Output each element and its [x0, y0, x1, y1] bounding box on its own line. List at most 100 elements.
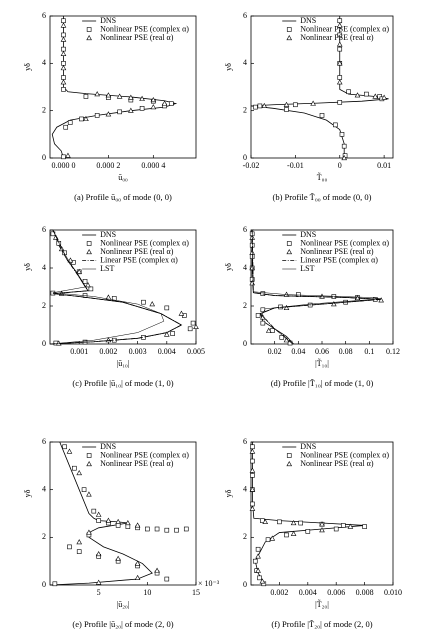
y-tick-label: 4 [243, 58, 247, 67]
x-axis-label: |ū₂₀| [117, 600, 130, 609]
marker [82, 278, 88, 284]
marker [252, 558, 258, 564]
legend-label: DNS [100, 230, 116, 239]
marker [154, 567, 160, 573]
marker [61, 87, 66, 92]
legend-label: Nonlinear PSE (complex α) [300, 238, 389, 247]
profile-line [51, 16, 178, 159]
marker [319, 521, 325, 527]
legend-symbol [286, 460, 293, 467]
marker [337, 32, 343, 38]
y-tick-label: 2 [243, 532, 247, 541]
x-tick-label: -0.02 [243, 161, 260, 170]
marker [255, 553, 261, 559]
marker [105, 111, 112, 117]
x-tick-label: 0 [338, 161, 342, 170]
marker [305, 529, 311, 534]
y-tick-label: 4 [243, 484, 247, 493]
marker [253, 104, 258, 110]
marker [96, 518, 101, 523]
marker [249, 505, 256, 511]
marker [190, 320, 196, 326]
marker [170, 331, 175, 336]
legend-symbol [86, 27, 92, 32]
x-axis-label: T̃₀₀ [317, 172, 328, 182]
profile-line [49, 229, 183, 345]
y-tick-label: 0 [42, 339, 46, 348]
marker [337, 100, 343, 105]
x-axis-label: |ū₁₀| [117, 359, 130, 368]
marker [81, 487, 87, 492]
marker [265, 327, 272, 333]
caption: (b) Profile T̃₀₀ of mode (0, 0) [272, 192, 371, 202]
legend-label: Nonlinear PSE (real α) [300, 247, 374, 256]
marker [249, 249, 255, 255]
marker [134, 522, 141, 528]
y-tick-label: 6 [243, 437, 247, 446]
marker [117, 109, 122, 115]
marker [249, 264, 255, 271]
y-tick-label: 0 [42, 153, 46, 162]
marker [333, 526, 339, 532]
panel: 0.000 0 0.000 2 0.000 4 0 2 4 6 ū₀₀ yδ (a) Profil… [23, 11, 197, 202]
plot-frame [49, 229, 197, 345]
marker [128, 107, 134, 113]
marker [95, 511, 102, 517]
marker [141, 299, 146, 305]
legend-symbol [286, 453, 292, 458]
legend-label: Nonlinear PSE (complex α) [100, 24, 189, 33]
marker [139, 106, 145, 111]
marker [249, 448, 256, 454]
y-axis-label: yδ [23, 63, 32, 71]
marker [164, 305, 170, 311]
legend-symbol [286, 27, 292, 32]
marker [61, 18, 66, 24]
legend-label: Nonlinear PSE (complex α) [300, 450, 389, 459]
marker [187, 326, 193, 332]
marker [61, 46, 66, 52]
x-tick-label: 0.01 [377, 161, 391, 170]
marker [319, 527, 325, 533]
marker [333, 122, 338, 128]
marker [164, 576, 170, 582]
legend-label: Linear PSE (complex α) [300, 255, 378, 264]
caption: (d) Profile |T̃₁₀| of mode (1, 0) [271, 378, 374, 388]
x-tick-label: 0.004 [299, 588, 317, 597]
legend-label: Nonlinear PSE (complex α) [100, 238, 189, 247]
profile-line [251, 229, 382, 345]
marker [346, 89, 351, 95]
x-tick-label: 0.04 [291, 347, 305, 356]
marker [265, 537, 271, 543]
y-tick-label: 6 [243, 225, 247, 234]
x-tick-label: 10 [143, 588, 151, 597]
marker [290, 520, 297, 526]
marker [250, 473, 255, 478]
marker [290, 530, 297, 536]
x-tick-label: 0.006 [327, 588, 345, 597]
marker [296, 292, 301, 297]
x-tick-label: 0.08 [339, 347, 353, 356]
y-tick-label: 6 [42, 437, 46, 446]
marker [336, 22, 343, 28]
x-tick-label: 0.001 [70, 347, 88, 356]
marker [250, 458, 255, 464]
marker [150, 96, 157, 103]
x-axis-label: |T̃₂₀| [315, 599, 329, 609]
marker [105, 92, 112, 98]
y-tick-label: 4 [243, 263, 247, 272]
marker [298, 520, 304, 526]
marker [60, 50, 67, 56]
y-tick-label: 2 [42, 532, 46, 541]
legend-symbol [286, 248, 293, 255]
marker [61, 32, 66, 38]
marker [249, 467, 256, 473]
marker [105, 517, 112, 523]
legend-label: Nonlinear PSE (real α) [300, 459, 374, 468]
marker [183, 526, 189, 532]
marker [60, 36, 67, 42]
y-tick-label: 6 [42, 225, 46, 234]
y-tick-label: 0 [243, 339, 247, 348]
marker [125, 524, 131, 529]
x-axis-label: |T̃₁₀| [315, 358, 329, 368]
y-tick-label: 6 [243, 11, 247, 20]
